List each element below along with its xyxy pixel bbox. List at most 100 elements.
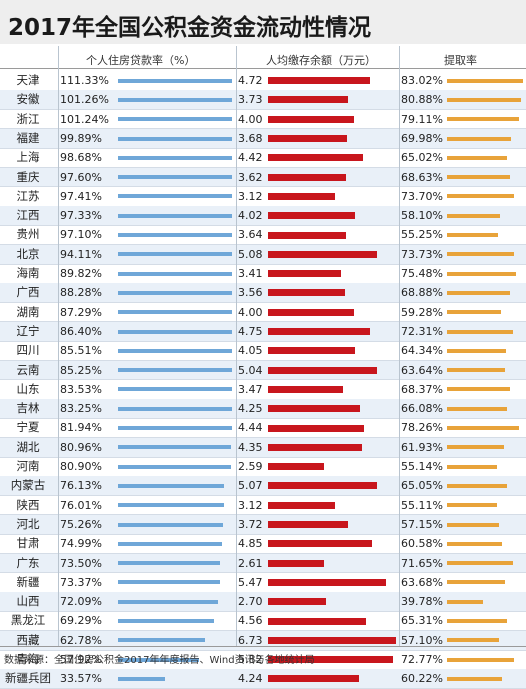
loan-rate-bar	[118, 252, 232, 257]
table-row	[0, 437, 526, 457]
loan-rate-value-label: 111.33%	[60, 74, 109, 87]
deposit-balance-value-label: 4.75	[238, 324, 263, 338]
divider-province	[58, 46, 59, 646]
loan-rate-value-label: 74.99%	[60, 537, 102, 551]
chart-title: 2017年全国公积金资金流动性情况	[8, 15, 372, 41]
withdraw-rate-bar	[447, 290, 511, 295]
loan-rate-value-label: 101.24%	[60, 112, 109, 126]
loan-rate-bar	[118, 310, 232, 315]
loan-rate-bar	[118, 464, 231, 469]
withdraw-rate-value-label: 55.11%	[401, 498, 443, 512]
province-label: 江西	[16, 208, 40, 223]
province-label: 浙江	[16, 111, 40, 126]
deposit-balance-bar	[268, 173, 346, 181]
deposit-balance-value-label: 2.70	[238, 595, 263, 609]
withdraw-rate-bar	[447, 619, 507, 624]
withdraw-rate-bar	[447, 503, 498, 508]
loan-rate-bar	[118, 387, 232, 392]
row-separator	[0, 263, 526, 265]
withdraw-rate-value-label: 68.88%	[401, 286, 443, 300]
loan-rate-bar	[118, 233, 232, 238]
deposit-balance-bar	[268, 385, 343, 393]
withdraw-rate-bar	[447, 136, 512, 141]
province-label: 黑龙江	[10, 613, 46, 628]
loan-rate-value-label: 83.25%	[60, 402, 102, 416]
deposit-balance-bar	[268, 501, 336, 509]
withdraw-rate-bar	[447, 483, 507, 488]
source-note: 数据来源：全国住房公积金2017年年度报告、Wind资讯与各地统计局	[4, 655, 315, 666]
deposit-balance-value-label: 6.73	[238, 633, 263, 647]
withdraw-rate-bar	[447, 445, 504, 450]
deposit-balance-value-label: 2.61	[238, 556, 263, 570]
loan-rate-value-label: 86.40%	[60, 324, 102, 338]
deposit-balance-value-label: 4.00	[238, 305, 263, 319]
row-separator	[0, 533, 526, 535]
withdraw-rate-value-label: 72.31%	[401, 324, 443, 338]
withdraw-rate-value-label: 60.58%	[401, 537, 443, 551]
loan-rate-value-label: 83.53%	[60, 382, 102, 396]
province-label: 云南	[16, 362, 40, 377]
deposit-balance-bar	[268, 598, 327, 606]
withdraw-rate-value-label: 57.15%	[401, 517, 443, 531]
loan-rate-bar	[118, 541, 223, 546]
deposit-balance-bar	[268, 135, 348, 143]
deposit-balance-bar	[268, 308, 355, 316]
province-label: 山西	[16, 594, 40, 609]
province-label: 湖南	[16, 304, 40, 319]
province-label: 广西	[16, 285, 40, 300]
deposit-balance-value-label: 3.12	[238, 189, 263, 203]
deposit-balance-value-label: 3.72	[238, 517, 263, 531]
table-row	[0, 476, 526, 496]
loan-rate-value-label: 73.37%	[60, 575, 102, 589]
loan-rate-value-label: 33.57%	[60, 672, 102, 686]
province-label: 安徽	[16, 92, 40, 107]
loan-rate-value-label: 81.94%	[60, 421, 102, 435]
table-row	[0, 592, 526, 612]
table-row	[0, 553, 526, 573]
withdraw-rate-value-label: 57.10%	[401, 633, 443, 647]
loan-rate-bar	[118, 676, 165, 681]
province-label: 江苏	[16, 188, 40, 203]
province-label: 四川	[16, 343, 40, 358]
loan-rate-bar	[118, 175, 232, 180]
deposit-balance-value-label: 3.47	[238, 382, 263, 396]
withdraw-rate-bar	[447, 561, 513, 566]
loan-rate-bar	[118, 426, 232, 431]
deposit-balance-bar	[268, 578, 386, 586]
loan-rate-value-label: 62.78%	[60, 633, 102, 647]
row-separator	[0, 417, 526, 419]
row-separator	[0, 572, 526, 574]
table-row	[0, 514, 526, 534]
province-label: 重庆	[16, 169, 40, 184]
deposit-balance-bar	[268, 270, 342, 278]
deposit-balance-value-label: 3.62	[238, 170, 263, 184]
province-label: 广东	[16, 555, 40, 570]
deposit-balance-bar	[268, 482, 378, 490]
loan-rate-value-label: 89.82%	[60, 267, 102, 280]
deposit-balance-bar	[268, 96, 349, 104]
withdraw-rate-value-label: 65.02%	[401, 151, 443, 165]
loan-rate-bar	[118, 194, 232, 199]
withdraw-rate-value-label: 73.70%	[401, 189, 443, 203]
deposit-balance-bar	[268, 443, 362, 451]
deposit-balance-bar	[268, 405, 360, 413]
divider-deposit	[399, 46, 400, 646]
loan-rate-bar	[118, 599, 219, 604]
deposit-balance-value-label: 3.73	[238, 93, 263, 107]
loan-rate-bar	[118, 155, 232, 160]
deposit-balance-value-label: 2.59	[238, 460, 263, 473]
province-label: 青海	[16, 652, 40, 666]
row-separator	[0, 649, 526, 651]
deposit-balance-bar	[268, 675, 360, 683]
row-separator	[0, 302, 526, 304]
deposit-balance-value-label: 5.04	[238, 363, 263, 377]
withdraw-rate-value-label: 80.88%	[401, 93, 443, 107]
withdraw-rate-value-label: 55.14%	[401, 460, 443, 473]
withdraw-rate-bar	[447, 406, 508, 411]
row-separator	[0, 495, 526, 497]
withdraw-rate-bar	[447, 348, 506, 353]
province-label: 上海	[16, 150, 40, 165]
withdraw-rate-value-label: 65.31%	[401, 614, 443, 628]
row-separator	[0, 186, 526, 188]
withdraw-rate-value-label: 55.25%	[401, 228, 443, 242]
